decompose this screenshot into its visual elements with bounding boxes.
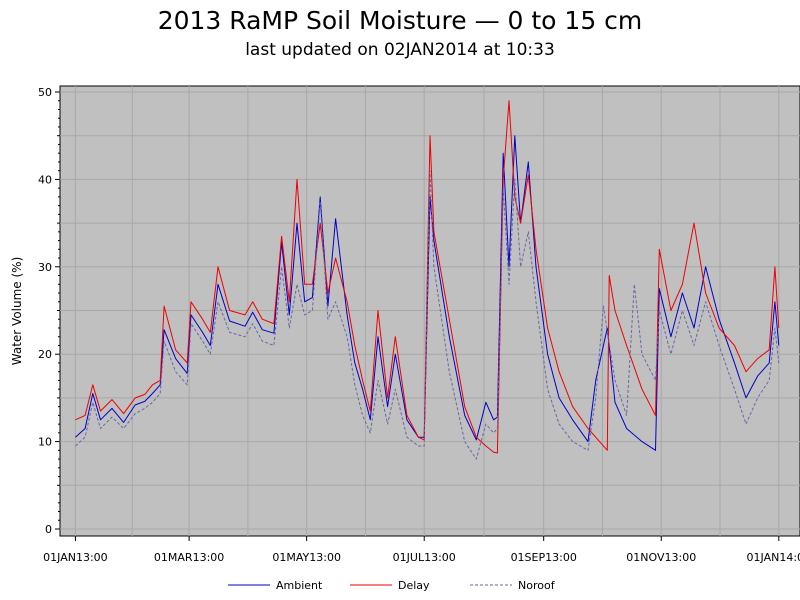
legend: Ambient Delay Noroof (228, 579, 556, 592)
legend-label-noroof: Noroof (518, 579, 556, 592)
x-tick-label: 01JAN13:00 (43, 551, 108, 564)
y-tick-label: 20 (38, 348, 52, 361)
x-tick-label: 01MAY13:00 (272, 551, 341, 564)
y-tick-label: 30 (38, 261, 52, 274)
y-axis-title: Water Volume (%) (10, 257, 24, 366)
legend-label-delay: Delay (398, 579, 430, 592)
y-tick-label: 10 (38, 436, 52, 449)
chart-subtitle: last updated on 02JAN2014 at 10:33 (245, 40, 555, 60)
chart-title: 2013 RaMP Soil Moisture — 0 to 15 cm (157, 6, 643, 35)
x-tick-label: 01JUL13:00 (393, 551, 456, 564)
series-noroof-line (75, 170, 780, 460)
y-tick-label: 50 (38, 86, 52, 99)
y-tick-label: 40 (38, 173, 52, 186)
x-tick-label: 01MAR13:00 (154, 551, 224, 564)
legend-label-ambient: Ambient (276, 579, 323, 592)
x-tick-label: 01JAN14:00 (747, 551, 800, 564)
series-delay-line (75, 100, 780, 454)
axes: 0 10 20 30 40 50 01JAN13:00 01MAR13:00 01MAY13:0… (38, 86, 800, 564)
x-tick-label: 01NOV13:00 (626, 551, 696, 564)
y-tick-label: 0 (45, 523, 52, 536)
series-ambient-line (75, 135, 780, 451)
grid-lines (60, 86, 800, 536)
x-tick-label: 01SEP13:00 (511, 551, 577, 564)
series-lines (75, 100, 780, 460)
